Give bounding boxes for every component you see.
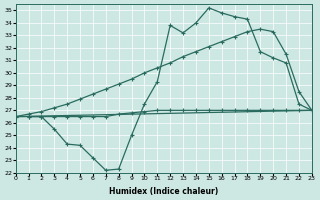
- X-axis label: Humidex (Indice chaleur): Humidex (Indice chaleur): [109, 187, 218, 196]
